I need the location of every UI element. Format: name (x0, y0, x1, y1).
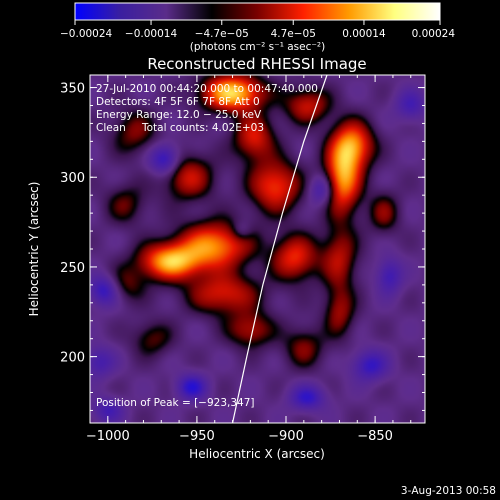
colorbar: −0.00024 −0.00014 −4.7e−05 4.7e−05 0.00014 0.… (60, 2, 456, 53)
chart-title: Reconstructed RHESSI Image (147, 55, 366, 73)
annotation-peak-position: Position of Peak = [−923,347] (96, 397, 255, 409)
annotation-method: Clean (96, 122, 126, 134)
colorbar-tick-label: −0.00014 (125, 28, 178, 40)
x-tick-label: −900 (268, 429, 304, 444)
solar-limb-curve (231, 74, 328, 424)
annotation-energy-range: Energy Range: 12.0 − 25.0 keV (96, 109, 262, 121)
colorbar-gradient (74, 2, 441, 21)
x-tick-label: −1000 (86, 429, 130, 444)
heatmap-image (90, 75, 425, 423)
colorbar-tick-label: −0.00024 (60, 28, 113, 40)
x-tick-label: −850 (357, 429, 393, 444)
y-tick-label: 350 (60, 82, 85, 97)
y-tick-label: 250 (60, 261, 85, 276)
plot-area: −1000 −950 −900 −850 200 250 300 350 (60, 74, 426, 444)
x-tick-label: −950 (179, 429, 215, 444)
annotation-total-counts: Total counts: 4.02E+03 (141, 122, 264, 134)
generation-date: 3‑Aug‑2013 00:58 (401, 485, 496, 497)
x-axis-label: Heliocentric X (arcsec) (189, 447, 325, 461)
colorbar-tick-label: 4.7e−05 (271, 28, 316, 40)
annotation-detectors: Detectors: 4F 5F 6F 7F 8F Att 0 (96, 96, 260, 108)
annotation-block: 27‑Jul‑2010 00:44:20.000 to 00:47:40.000… (96, 83, 318, 409)
colorbar-tick-label: 0.00024 (412, 28, 456, 40)
y-axis-label: Heliocentric Y (arcsec) (27, 182, 41, 317)
y-tick-label: 200 (60, 351, 85, 366)
colorbar-tick-label: −4.7e−05 (195, 28, 249, 40)
colorbar-units: (photons cm⁻² s⁻¹ asec⁻²) (190, 41, 325, 53)
colorbar-tick-label: 0.00014 (342, 28, 386, 40)
y-tick-label: 300 (60, 171, 85, 186)
annotation-time-range: 27‑Jul‑2010 00:44:20.000 to 00:47:40.000 (96, 83, 318, 95)
